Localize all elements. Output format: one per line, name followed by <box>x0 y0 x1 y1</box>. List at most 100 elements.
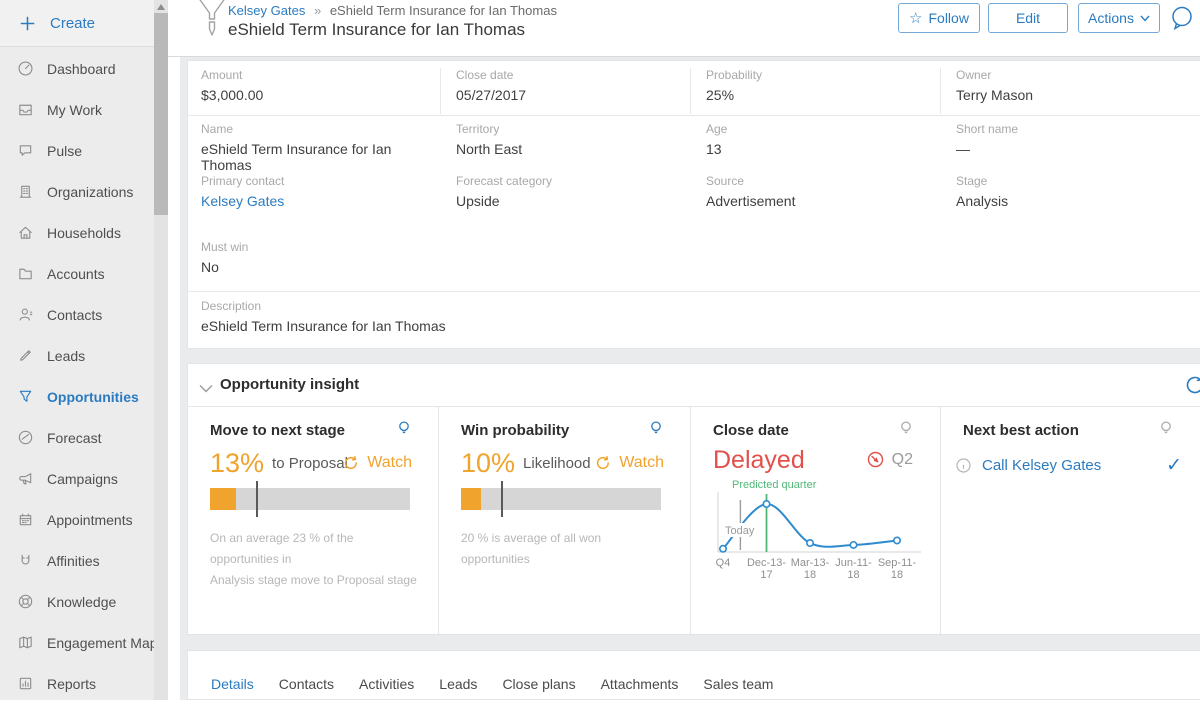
fields-row-1: Amount $3,000.00 Close date 05/27/2017 P… <box>188 61 1200 116</box>
svg-text:Dec-13-: Dec-13- <box>747 557 786 569</box>
scrollbar-thumb[interactable] <box>154 13 168 215</box>
field-owner: Owner Terry Mason <box>956 68 1034 103</box>
sidebar-item-knowledge[interactable]: Knowledge <box>0 581 154 622</box>
tab-leads[interactable]: Leads <box>439 676 478 692</box>
opportunity-insight-panel: Opportunity insight Move to next stage 1… <box>187 363 1200 635</box>
organizations-icon <box>19 185 32 198</box>
create-label: Create <box>50 14 96 32</box>
fields-divider <box>188 291 1200 292</box>
stage-percent: 13% to Proposal <box>210 448 348 478</box>
fields-row-2: Name eShield Term Insurance for Ian Thom… <box>188 115 1200 173</box>
tab-details[interactable]: Details <box>211 676 254 692</box>
sidebar-item-leads[interactable]: Leads <box>0 335 154 376</box>
bulb-icon[interactable] <box>898 420 914 437</box>
forecast-icon <box>18 430 33 445</box>
field-territory: Territory North East <box>456 122 523 157</box>
next-best-action-row: Call Kelsey Gates ✓ <box>955 454 1182 477</box>
svg-text:Jun-11-: Jun-11- <box>835 557 872 569</box>
refresh-icon[interactable] <box>1183 373 1200 397</box>
sidebar-item-affinities[interactable]: Affinities <box>0 540 154 581</box>
scroll-up-arrow[interactable] <box>157 4 165 10</box>
sidebar-item-my-work[interactable]: My Work <box>0 89 154 130</box>
tab-attachments[interactable]: Attachments <box>600 676 679 692</box>
field-name: Name eShield Term Insurance for Ian Thom… <box>201 122 392 173</box>
watch-button[interactable]: Watch <box>594 454 664 472</box>
progress-fill <box>461 488 481 510</box>
sidebar-nav: Dashboard My Work Pulse Organizations Ho… <box>0 48 158 704</box>
sidebar-item-accounts[interactable]: Accounts <box>0 253 154 294</box>
tab-sales-team[interactable]: Sales team <box>703 676 774 692</box>
bulb-icon[interactable] <box>648 420 664 437</box>
sidebar-item-households[interactable]: Households <box>0 212 154 253</box>
plus-icon <box>20 16 35 30</box>
field-primary-contact: Primary contact Kelsey Gates <box>188 174 441 209</box>
main-content: Amount $3,000.00 Close date 05/27/2017 P… <box>168 57 1200 700</box>
sidebar-item-opportunities[interactable]: Opportunities <box>0 376 154 417</box>
primary-contact-link[interactable]: Kelsey Gates <box>201 193 285 209</box>
stage-progress-bar <box>210 481 410 517</box>
appointments-icon <box>19 513 32 526</box>
win-note: 20 % is average of all won opportunities <box>461 531 602 566</box>
sidebar-item-dashboard[interactable]: Dashboard <box>0 48 154 89</box>
sidebar-item-organizations[interactable]: Organizations <box>0 171 154 212</box>
svg-text:Q4: Q4 <box>716 557 731 569</box>
breadcrumb-separator: » <box>313 3 322 18</box>
pulse-icon <box>19 145 32 156</box>
knowledge-icon <box>18 594 33 609</box>
tab-activities[interactable]: Activities <box>359 676 415 692</box>
bulb-icon[interactable] <box>396 420 412 437</box>
field-amount: Amount $3,000.00 <box>188 68 441 114</box>
card-move-to-next-stage: Move to next stage 13% to Proposal Watch <box>188 406 439 634</box>
sidebar-item-forecast[interactable]: Forecast <box>0 417 154 458</box>
insight-cards: Move to next stage 13% to Proposal Watch <box>188 406 1200 634</box>
affinities-icon <box>21 554 30 565</box>
sidebar-item-contacts[interactable]: Contacts <box>0 294 154 335</box>
accounts-icon <box>19 268 32 280</box>
sidebar-item-reports[interactable]: Reports <box>0 663 154 704</box>
fields-row-3: Primary contact Kelsey Gates Forecast ca… <box>188 167 1200 227</box>
fields-row-5: Description eShield Term Insurance for I… <box>188 292 1200 348</box>
svg-text:Sep-11-: Sep-11- <box>878 557 917 569</box>
chat-bubble-icon[interactable] <box>1168 4 1196 34</box>
benchmark-marker <box>501 481 503 517</box>
follow-button[interactable]: ☆ Follow <box>898 3 980 33</box>
content-backdrop: Amount $3,000.00 Close date 05/27/2017 P… <box>180 57 1200 700</box>
breadcrumb-parent-link[interactable]: Kelsey Gates <box>228 3 306 18</box>
breadcrumb: Kelsey Gates » eShield Term Insurance fo… <box>228 3 557 18</box>
breadcrumb-current: eShield Term Insurance for Ian Thomas <box>329 3 557 18</box>
benchmark-marker <box>256 481 258 517</box>
info-icon[interactable] <box>955 457 972 474</box>
edit-button[interactable]: Edit <box>988 3 1068 33</box>
opportunity-funnel-icon <box>199 0 225 36</box>
tab-contacts[interactable]: Contacts <box>278 676 335 692</box>
field-must-win: Must win No <box>201 240 249 275</box>
svg-text:18: 18 <box>891 569 903 581</box>
sidebar-item-pulse[interactable]: Pulse <box>0 130 154 171</box>
field-age: Age 13 <box>706 122 728 157</box>
svg-text:Today: Today <box>725 525 755 537</box>
opportunities-icon <box>19 390 32 402</box>
svg-text:Predicted quarter: Predicted quarter <box>732 479 817 491</box>
actions-button[interactable]: Actions <box>1078 3 1160 33</box>
tab-close-plans[interactable]: Close plans <box>502 676 576 692</box>
record-header: Kelsey Gates » eShield Term Insurance fo… <box>168 0 1200 57</box>
collapse-chevron-icon[interactable] <box>199 380 213 398</box>
reports-icon <box>19 677 32 690</box>
sidebar-item-engagement-map[interactable]: Engagement Map <box>0 622 158 663</box>
bulb-icon[interactable] <box>1158 420 1174 437</box>
predicted-quarter-badge: Q2 <box>866 450 913 469</box>
watch-icon <box>597 455 610 469</box>
call-contact-link[interactable]: Call Kelsey Gates <box>982 457 1102 474</box>
field-forecast-category: Forecast category Upside <box>456 174 553 209</box>
check-icon[interactable]: ✓ <box>1166 455 1182 476</box>
watch-button[interactable]: Watch <box>342 454 412 472</box>
sidebar-item-appointments[interactable]: Appointments <box>0 499 154 540</box>
card-next-best-action: Next best action Call Kelsey Gates ✓ <box>941 406 1200 634</box>
sidebar-item-campaigns[interactable]: Campaigns <box>0 458 154 499</box>
create-button[interactable]: Create <box>0 0 168 47</box>
watch-icon <box>345 455 358 469</box>
sidebar-scrollbar[interactable] <box>154 0 168 700</box>
chevron-down-icon <box>1140 15 1150 22</box>
campaigns-icon <box>19 473 32 485</box>
fields-row-4: Must win No <box>188 233 1200 283</box>
